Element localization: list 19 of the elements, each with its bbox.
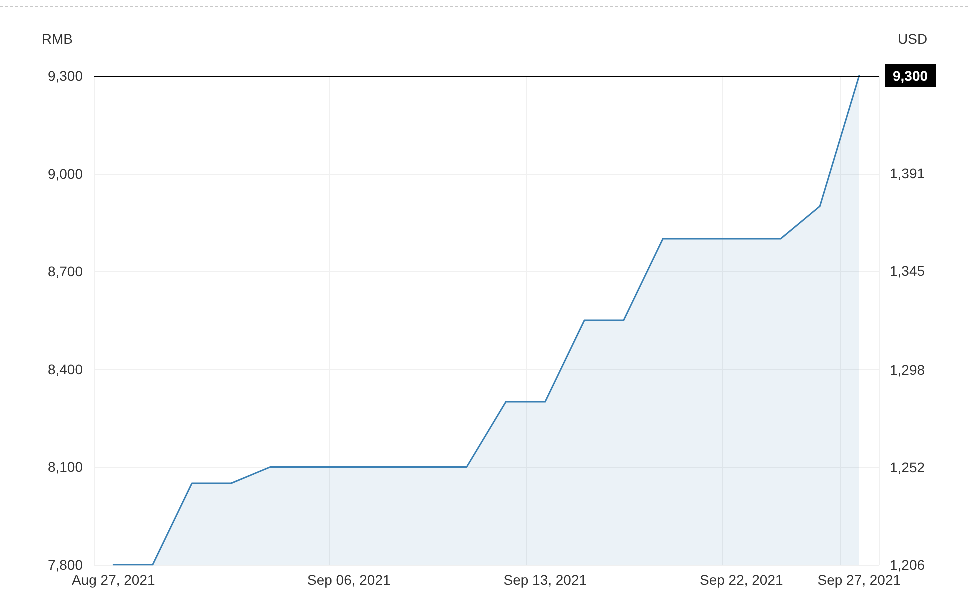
y-tick-label: 7,800: [48, 557, 84, 573]
y2-tick-label: 1,206: [890, 557, 926, 573]
x-tick-label: Sep 27, 2021: [818, 572, 902, 588]
x-tick-label: Sep 13, 2021: [504, 572, 588, 588]
y-tick-label: 8,100: [48, 459, 84, 476]
y2-tick-label: 1,391: [890, 165, 926, 182]
y-tick-label: 8,400: [48, 361, 84, 378]
x-tick-label: Aug 27, 2021: [72, 572, 156, 588]
y2-tick-label: 1,298: [890, 362, 926, 378]
y2-tick-label: 1,252: [890, 460, 926, 476]
y-axis-title: RMB: [42, 31, 73, 47]
y-tick-label: 9,000: [48, 166, 84, 182]
x-tick-label: Sep 06, 2021: [307, 572, 391, 588]
y2-axis-title: USD: [898, 31, 928, 47]
y-tick-label: 8,700: [48, 264, 84, 280]
ref-line-label: 9,300: [893, 68, 928, 84]
x-tick-label: Sep 22, 2021: [700, 572, 784, 588]
y-tick-label: 9,300: [48, 68, 84, 84]
y2-tick-label: 1,345: [890, 262, 926, 279]
